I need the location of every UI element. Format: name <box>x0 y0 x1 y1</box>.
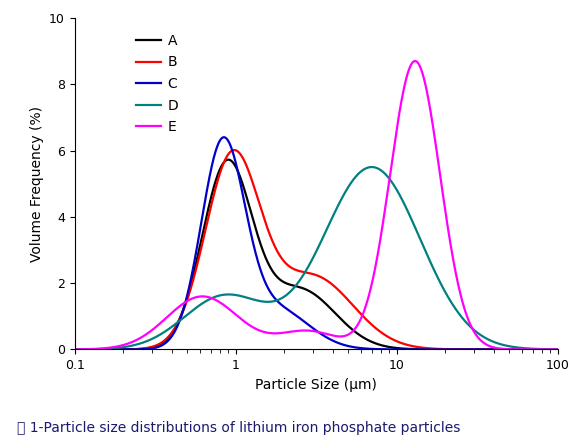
D <box>278 296 285 302</box>
Line: C: C <box>75 137 558 349</box>
A <box>71 347 78 352</box>
C <box>126 347 133 352</box>
Line: A: A <box>75 159 558 349</box>
E <box>278 330 285 336</box>
Line: B: B <box>75 150 558 349</box>
C <box>278 302 285 307</box>
A <box>278 278 285 283</box>
D <box>545 346 552 352</box>
Text: 圖 1-Particle size distributions of lithium iron phosphate particles: 圖 1-Particle size distributions of lithi… <box>17 421 461 435</box>
D <box>554 347 561 352</box>
E <box>545 347 552 352</box>
C <box>220 134 227 140</box>
B <box>71 347 78 352</box>
Line: D: D <box>75 167 558 349</box>
Line: E: E <box>75 61 558 349</box>
E <box>256 328 263 333</box>
B <box>126 347 133 352</box>
B <box>545 347 552 352</box>
C <box>256 266 263 271</box>
B <box>278 255 285 260</box>
A <box>545 347 552 352</box>
A <box>256 240 263 246</box>
D <box>71 347 78 352</box>
B <box>493 347 500 352</box>
C <box>493 347 500 352</box>
C <box>155 344 162 349</box>
B <box>155 342 162 347</box>
D <box>256 298 263 304</box>
D <box>493 340 500 345</box>
E <box>412 58 419 64</box>
C <box>545 347 552 352</box>
B <box>554 347 561 352</box>
B <box>256 203 263 209</box>
Y-axis label: Volume Frequency (%): Volume Frequency (%) <box>29 106 44 262</box>
E <box>554 347 561 352</box>
A <box>554 347 561 352</box>
X-axis label: Particle Size (μm): Particle Size (μm) <box>255 378 377 392</box>
E <box>155 322 162 327</box>
E <box>126 340 133 345</box>
D <box>155 333 162 338</box>
E <box>493 345 500 351</box>
E <box>71 347 78 352</box>
D <box>126 344 133 349</box>
C <box>554 347 561 352</box>
A <box>225 157 232 162</box>
D <box>368 164 375 170</box>
A <box>126 347 133 352</box>
Legend: A, B, C, D, E: A, B, C, D, E <box>130 28 184 140</box>
B <box>231 147 238 153</box>
C <box>71 347 78 352</box>
A <box>493 347 500 352</box>
A <box>155 342 162 348</box>
